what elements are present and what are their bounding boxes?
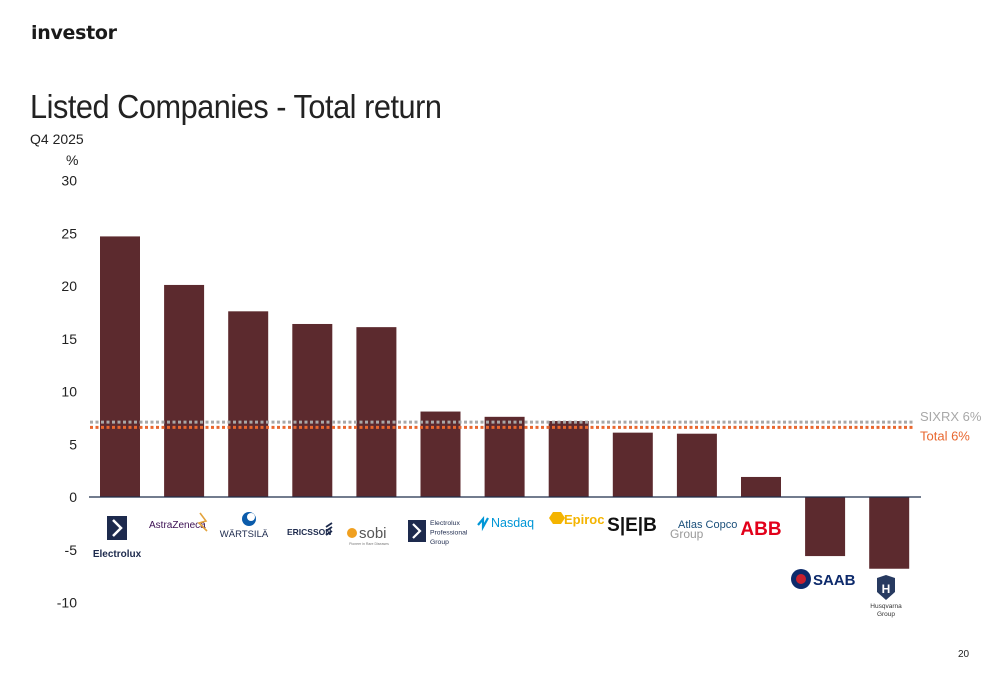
bar-3 bbox=[228, 311, 269, 497]
epiroc-mark bbox=[549, 512, 565, 524]
saab-logo-icon: SAAB bbox=[791, 569, 856, 589]
brand-logo: investor bbox=[31, 22, 117, 44]
bar-2 bbox=[164, 284, 205, 497]
bar-7 bbox=[484, 416, 525, 497]
husqvarna-mark bbox=[877, 575, 895, 600]
page-title: Listed Companies - Total return bbox=[30, 88, 442, 125]
abb-logo-icon: ABB bbox=[740, 519, 781, 540]
electrolux-logo-text: Electrolux bbox=[93, 549, 142, 560]
electrolux-mark bbox=[107, 516, 127, 540]
electrolux-professional-logo-text: Group bbox=[430, 539, 449, 546]
husqvarna-logo-text: Group bbox=[877, 611, 895, 618]
epiroc-logo-icon: Epiroc bbox=[549, 512, 604, 527]
bar-8 bbox=[548, 421, 589, 497]
epiroc-logo-text: Epiroc bbox=[564, 512, 604, 527]
nasdaq-mark bbox=[477, 515, 489, 532]
y-tick-label: -10 bbox=[57, 595, 77, 611]
abb-logo-text: ABB bbox=[740, 519, 781, 540]
husqvarna-mark-letter: H bbox=[882, 582, 891, 596]
y-tick-label: 15 bbox=[61, 331, 77, 347]
page-number: 20 bbox=[958, 649, 970, 660]
wartsila-logo-icon: WÄRTSILÄ bbox=[220, 512, 269, 540]
reference-label-2: Total 6% bbox=[920, 428, 970, 443]
y-tick-label: 0 bbox=[69, 489, 77, 505]
atlas-copco-logo-subtext: Group bbox=[670, 527, 704, 541]
bar-10 bbox=[676, 433, 717, 497]
saab-logo-text: SAAB bbox=[813, 572, 856, 589]
bar-12 bbox=[805, 497, 846, 557]
ericsson-logo-icon: ERICSSON bbox=[287, 522, 333, 537]
husqvarna-logo-text: Husqvarna bbox=[870, 603, 902, 610]
bar-13 bbox=[869, 497, 910, 569]
ericsson-mark-stroke bbox=[325, 526, 333, 532]
bar-5 bbox=[356, 327, 397, 497]
electrolux-professional-logo-text: Electrolux bbox=[430, 520, 460, 527]
electrolux-professional-logo-text: Professional bbox=[430, 530, 468, 537]
bar-9 bbox=[612, 432, 653, 497]
sobi-logo-tagline: Pioneer in Rare Diseases bbox=[349, 542, 389, 546]
y-tick-label: 5 bbox=[69, 436, 77, 452]
ericsson-mark-stroke bbox=[325, 530, 333, 536]
seb-logo-text: S|E|B bbox=[607, 515, 657, 536]
electrolux-mark-stroke bbox=[112, 519, 123, 537]
y-tick-label: 30 bbox=[61, 173, 77, 189]
electrolux-logo-icon: Electrolux bbox=[93, 516, 142, 560]
electrolux-professional-logo-icon: Electrolux Professional Group bbox=[408, 520, 468, 546]
bar-1 bbox=[100, 236, 140, 498]
bar-6 bbox=[420, 411, 461, 497]
atlas-copco-logo-text: Atlas Copco bbox=[678, 519, 737, 531]
seb-logo-icon: S|E|B bbox=[607, 515, 657, 536]
page-subtitle: Q4 2025 bbox=[30, 131, 84, 147]
wartsila-logo-text: WÄRTSILÄ bbox=[220, 529, 269, 540]
sobi-mark bbox=[347, 528, 357, 538]
nasdaq-logo-text: Nasdaq bbox=[491, 516, 534, 530]
y-tick-label: 25 bbox=[61, 225, 77, 241]
electrolux-professional-mark-stroke bbox=[412, 523, 422, 539]
y-axis-unit: % bbox=[66, 152, 79, 168]
reference-label-1: SIXRX 6% bbox=[920, 409, 982, 424]
bar-11 bbox=[741, 476, 781, 497]
nasdaq-logo-icon: Nasdaq bbox=[477, 515, 534, 532]
astrazeneca-logo-text: AstraZeneca bbox=[149, 520, 206, 531]
wartsila-mark-inner bbox=[247, 513, 255, 521]
ericsson-logo-text: ERICSSON bbox=[287, 527, 331, 537]
y-tick-label: -5 bbox=[65, 542, 78, 558]
saab-mark-inner bbox=[796, 574, 806, 584]
ericsson-mark-stroke bbox=[325, 522, 333, 528]
y-tick-label: 20 bbox=[61, 278, 77, 294]
sobi-logo-text: sobi bbox=[359, 525, 387, 542]
y-tick-label: 10 bbox=[61, 384, 77, 400]
electrolux-professional-mark bbox=[408, 520, 426, 542]
astrazeneca-logo-icon: AstraZeneca bbox=[149, 512, 208, 532]
bar-4 bbox=[292, 323, 333, 497]
astrazeneca-mark bbox=[197, 512, 208, 532]
